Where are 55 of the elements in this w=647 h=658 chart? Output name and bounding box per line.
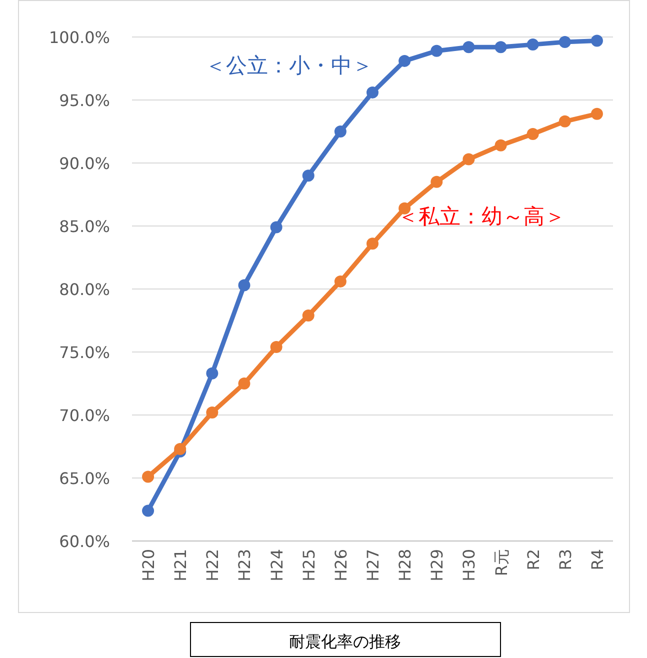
point bbox=[334, 275, 346, 288]
point bbox=[206, 367, 218, 380]
point bbox=[366, 238, 378, 250]
x-tick-label: R3 bbox=[556, 549, 575, 570]
y-tick-label: 65.0% bbox=[59, 469, 110, 488]
point bbox=[430, 176, 443, 188]
x-tick-label: H25 bbox=[299, 549, 318, 582]
point bbox=[398, 54, 411, 67]
x-tick-label: H29 bbox=[428, 549, 447, 582]
x-tick-label: H26 bbox=[331, 549, 350, 582]
point bbox=[238, 378, 250, 390]
point bbox=[558, 36, 571, 48]
point bbox=[494, 41, 507, 54]
point bbox=[494, 139, 507, 152]
point bbox=[462, 41, 475, 54]
point bbox=[334, 126, 346, 138]
point bbox=[462, 153, 475, 166]
y-tick-label: 85.0% bbox=[59, 217, 110, 236]
x-tick-label: H28 bbox=[396, 549, 415, 582]
x-tick-label: H27 bbox=[364, 549, 382, 582]
y-tick-label: 95.0% bbox=[59, 91, 110, 110]
point bbox=[302, 170, 314, 182]
x-tick-label: H21 bbox=[171, 549, 190, 582]
y-tick-label: 70.0% bbox=[59, 406, 110, 425]
x-tick-label: H23 bbox=[235, 549, 254, 582]
point bbox=[590, 108, 603, 120]
point bbox=[302, 309, 314, 322]
y-tick-label: 100.0% bbox=[48, 28, 110, 47]
point bbox=[174, 443, 186, 456]
text: 耐震化率の推移 bbox=[289, 632, 401, 651]
y-tick-label: 80.0% bbox=[59, 280, 110, 299]
x-tick-label: H30 bbox=[460, 549, 479, 582]
x-tick-label: R4 bbox=[588, 549, 607, 570]
point bbox=[270, 221, 282, 234]
point bbox=[238, 279, 250, 292]
point bbox=[366, 86, 378, 98]
y-tick-label: 75.0% bbox=[59, 343, 110, 362]
x-tick-label: R元 bbox=[492, 549, 511, 576]
x-tick-label: H24 bbox=[267, 549, 286, 582]
point bbox=[590, 34, 603, 47]
point bbox=[142, 470, 154, 483]
point bbox=[206, 406, 218, 418]
point bbox=[558, 115, 571, 128]
x-tick-label: H22 bbox=[203, 549, 222, 582]
x-tick-label: H20 bbox=[139, 549, 158, 582]
point bbox=[526, 128, 539, 140]
point bbox=[526, 38, 539, 51]
point bbox=[430, 44, 443, 57]
x-tick-label: R2 bbox=[524, 549, 543, 570]
series-label: ＜私立：幼～高＞ bbox=[398, 204, 566, 228]
point bbox=[270, 340, 282, 353]
y-tick-label: 60.0% bbox=[59, 532, 110, 551]
y-tick-label: 90.0% bbox=[59, 154, 110, 173]
series-label: ＜公立：小・中＞ bbox=[205, 53, 374, 78]
point bbox=[142, 504, 154, 517]
